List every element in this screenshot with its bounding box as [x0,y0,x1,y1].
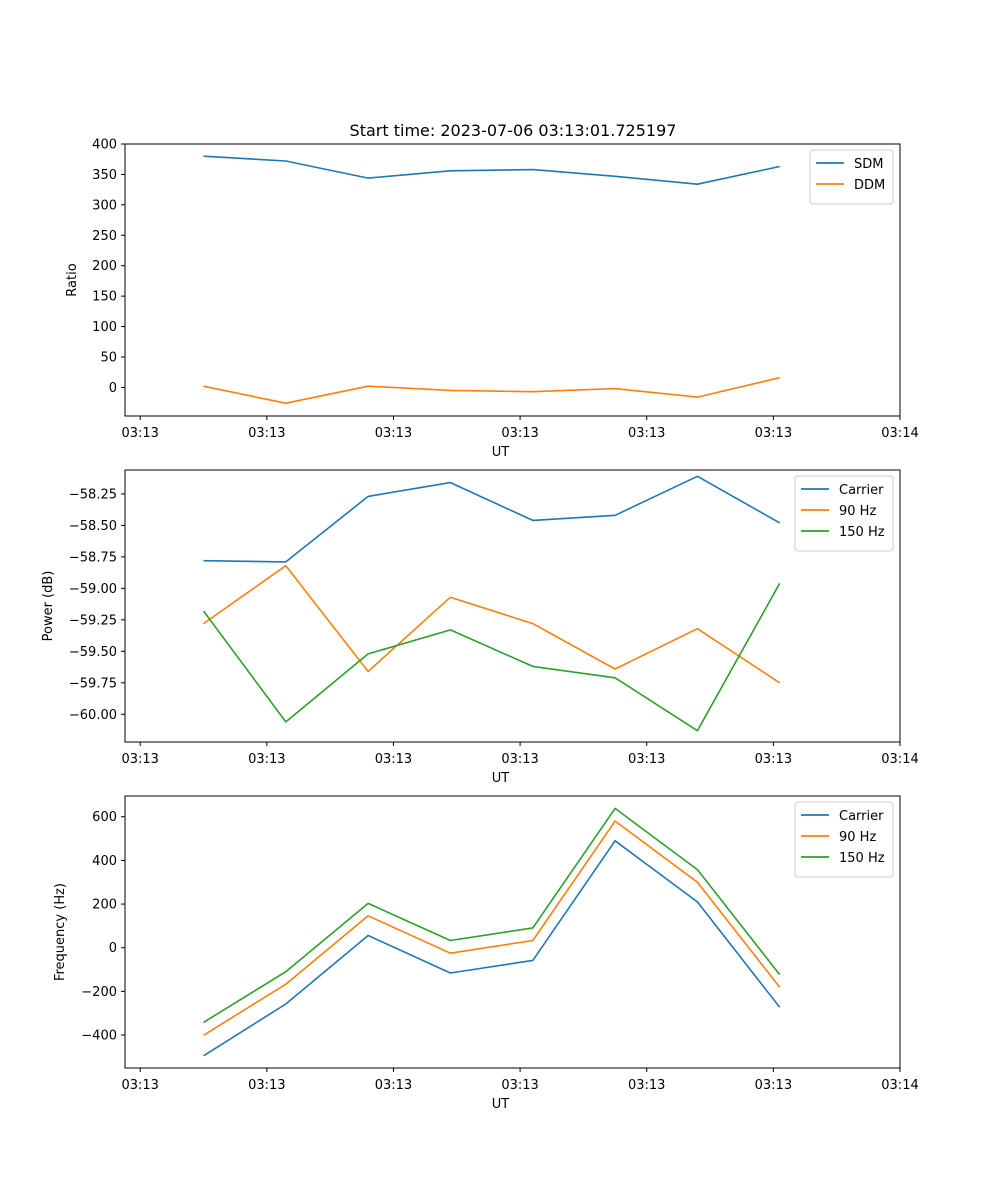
y-tick-label: 0 [109,941,117,956]
x-tick-label: 03:13 [501,752,538,767]
x-tick-label: 03:13 [121,426,158,441]
legend-label: 90 Hz [839,504,876,519]
x-tick-label: 03:13 [501,1078,538,1093]
x-tick-label: 03:13 [375,1078,412,1093]
subplot-1: 03:13 03:13 03:13 03:13 03:13 03:13 03:14 0 50 10… [65,138,919,461]
x-tick-label: 03:14 [881,426,918,441]
x-tick-label: 03:13 [755,426,792,441]
y-tick-label: 350 [92,168,117,183]
x-tick-label: 03:13 [375,752,412,767]
legend-label: DDM [854,178,885,193]
x-tick-label: 03:13 [628,1078,665,1093]
legend: SDM DDM [809,149,894,205]
x-axis-label: UT [492,771,510,786]
legend-label: SDM [854,157,883,172]
y-tick-label: −58.25 [69,487,117,502]
x-tick-label: 03:14 [881,752,918,767]
y-tick-label: −400 [81,1029,117,1044]
x-tick-label: 03:13 [375,426,412,441]
x-tick-label: 03:13 [248,1078,285,1093]
y-tick-label: −59.75 [69,676,117,691]
y-tick-label: −59.50 [69,645,117,660]
x-tick-label: 03:13 [628,752,665,767]
y-tick-label: 200 [92,259,117,274]
legend-label: 150 Hz [839,525,885,540]
series-line-ddm [203,376,780,405]
subplot-3: 03:13 03:13 03:13 03:13 03:13 03:13 03:14 −400 −… [53,795,919,1112]
x-axis-label: UT [492,1097,510,1112]
x-tick-label: 03:13 [121,752,158,767]
plots: 03:13 03:13 03:13 03:13 03:13 03:13 03:14 0 50 10… [41,138,919,1113]
y-tick-label: 50 [100,350,117,365]
x-tick-label: 03:13 [628,426,665,441]
y-tick-label: 400 [92,854,117,869]
y-tick-label: −59.00 [69,582,117,597]
y-tick-label: 200 [92,898,117,913]
y-tick-label: −200 [81,985,117,1000]
series-line-carrier [203,839,781,1057]
y-tick-label: 400 [92,138,117,153]
figure-title: Start time: 2023-07-06 03:13:01.725197 [350,121,677,140]
axes-frame [124,143,901,417]
y-axis-label: Frequency (Hz) [53,883,68,981]
y-tick-label: −59.25 [69,613,117,628]
x-tick-label: 03:13 [755,1078,792,1093]
y-tick-label: 600 [92,810,117,825]
series-line-90-hz [203,564,781,684]
legend: Carrier 90 Hz 150 Hz [794,801,894,878]
y-tick-label: 0 [109,381,117,396]
legend-box [794,801,894,878]
axes-frame [124,469,901,743]
legend-label: 150 Hz [839,851,885,866]
y-tick-label: −58.50 [69,519,117,534]
series-line-sdm [203,155,780,185]
y-tick-label: 150 [92,290,117,305]
y-tick-label: −60.00 [69,708,117,723]
x-tick-label: 03:14 [881,1078,918,1093]
y-tick-label: −58.75 [69,550,117,565]
legend: Carrier 90 Hz 150 Hz [794,475,894,552]
y-axis-label: Power (dB) [41,571,56,642]
series-line-carrier [203,475,781,563]
legend-label: Carrier [839,483,884,498]
y-tick-label: 300 [92,198,117,213]
series-line-150-hz [202,582,781,732]
axes-frame [124,795,901,1069]
series-line-150-hz [203,807,781,1024]
legend-label: Carrier [839,809,884,824]
x-axis-label: UT [492,445,510,460]
series-line-90-hz [203,820,781,1036]
x-tick-label: 03:13 [121,1078,158,1093]
x-tick-label: 03:13 [501,426,538,441]
y-tick-label: 100 [92,320,117,335]
legend-label: 90 Hz [839,830,876,845]
y-axis-label: Ratio [65,263,80,296]
x-tick-label: 03:13 [248,752,285,767]
x-tick-label: 03:13 [248,426,285,441]
subplot-2: 03:13 03:13 03:13 03:13 03:13 03:13 03:14 −60.0… [41,469,919,786]
y-tick-label: 250 [92,229,117,244]
legend-box [794,475,894,552]
x-tick-label: 03:13 [755,752,792,767]
